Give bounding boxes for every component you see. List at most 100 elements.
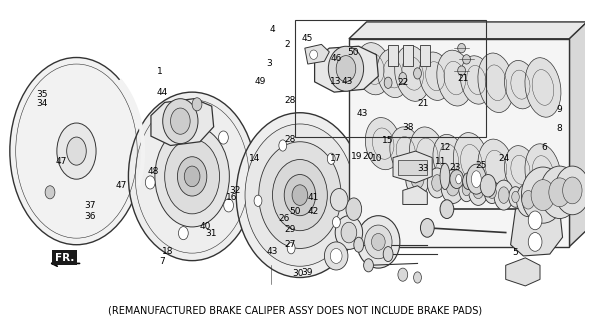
Ellipse shape	[259, 142, 341, 248]
Ellipse shape	[398, 268, 408, 281]
Ellipse shape	[419, 52, 451, 100]
Ellipse shape	[383, 247, 393, 261]
Ellipse shape	[254, 195, 262, 206]
Text: 44: 44	[157, 88, 168, 97]
Text: 12: 12	[440, 143, 452, 152]
Text: 45: 45	[301, 34, 313, 43]
Ellipse shape	[522, 190, 535, 209]
Text: 3: 3	[267, 59, 272, 68]
Text: 4: 4	[269, 25, 275, 34]
Ellipse shape	[284, 174, 316, 216]
Ellipse shape	[525, 144, 561, 203]
Ellipse shape	[431, 175, 443, 191]
Ellipse shape	[512, 191, 519, 203]
Bar	[403, 45, 413, 66]
Polygon shape	[569, 22, 587, 247]
Text: 43: 43	[267, 247, 278, 256]
Ellipse shape	[346, 198, 362, 220]
Text: 15: 15	[382, 136, 394, 146]
Ellipse shape	[357, 216, 400, 268]
Ellipse shape	[363, 259, 374, 272]
Text: 35: 35	[36, 90, 47, 99]
Ellipse shape	[236, 113, 363, 277]
Ellipse shape	[414, 272, 421, 283]
Ellipse shape	[440, 163, 450, 189]
Text: 10: 10	[371, 155, 382, 164]
Ellipse shape	[184, 166, 200, 187]
Ellipse shape	[329, 46, 363, 91]
Ellipse shape	[480, 174, 496, 197]
Ellipse shape	[469, 175, 488, 205]
Ellipse shape	[437, 50, 473, 106]
Ellipse shape	[488, 186, 496, 198]
Text: 28: 28	[284, 96, 296, 105]
Ellipse shape	[145, 176, 155, 189]
Text: 13: 13	[330, 77, 342, 86]
Text: 21: 21	[417, 99, 428, 108]
Text: 46: 46	[330, 54, 342, 63]
Ellipse shape	[494, 180, 514, 210]
Ellipse shape	[333, 217, 340, 228]
Ellipse shape	[463, 172, 475, 189]
Text: 7: 7	[160, 257, 165, 266]
Text: 31: 31	[206, 229, 217, 238]
Polygon shape	[506, 258, 540, 286]
Ellipse shape	[330, 188, 348, 211]
Ellipse shape	[327, 153, 335, 164]
Ellipse shape	[509, 187, 522, 207]
Ellipse shape	[163, 99, 198, 144]
Text: 32: 32	[229, 186, 241, 195]
Ellipse shape	[498, 187, 509, 203]
Ellipse shape	[411, 170, 424, 188]
Ellipse shape	[484, 181, 500, 204]
Text: 47: 47	[116, 181, 128, 190]
Ellipse shape	[336, 56, 356, 82]
Ellipse shape	[472, 171, 481, 188]
Ellipse shape	[563, 177, 582, 204]
Ellipse shape	[330, 248, 342, 263]
Text: 29: 29	[284, 225, 296, 234]
Ellipse shape	[433, 134, 465, 183]
Text: 50: 50	[348, 48, 359, 57]
Polygon shape	[393, 151, 432, 183]
Ellipse shape	[365, 117, 401, 170]
Ellipse shape	[478, 53, 514, 113]
Text: 28: 28	[284, 135, 296, 144]
Text: 11: 11	[434, 157, 446, 166]
Ellipse shape	[377, 49, 409, 98]
Polygon shape	[349, 39, 569, 247]
Ellipse shape	[505, 146, 537, 194]
Text: 49: 49	[255, 77, 267, 86]
Ellipse shape	[390, 127, 421, 175]
Text: FR.: FR.	[55, 253, 74, 263]
Ellipse shape	[440, 200, 454, 219]
Ellipse shape	[460, 56, 492, 104]
Text: 26: 26	[278, 214, 290, 223]
Text: 17: 17	[330, 155, 342, 164]
Bar	[388, 45, 398, 66]
Text: 30: 30	[293, 269, 304, 278]
Ellipse shape	[372, 234, 385, 250]
Ellipse shape	[463, 55, 470, 64]
Text: 34: 34	[36, 99, 47, 108]
Ellipse shape	[453, 132, 489, 192]
Ellipse shape	[457, 44, 466, 53]
Ellipse shape	[177, 157, 207, 196]
Text: 2: 2	[284, 40, 290, 49]
Ellipse shape	[555, 166, 590, 215]
Ellipse shape	[517, 183, 540, 217]
Ellipse shape	[170, 117, 180, 130]
Bar	[398, 160, 427, 174]
Ellipse shape	[466, 164, 486, 194]
Ellipse shape	[473, 182, 483, 199]
Text: 16: 16	[226, 193, 238, 202]
Ellipse shape	[178, 227, 189, 240]
Ellipse shape	[356, 43, 391, 95]
Ellipse shape	[192, 98, 202, 111]
Ellipse shape	[420, 219, 434, 237]
Ellipse shape	[531, 180, 555, 211]
Ellipse shape	[10, 58, 143, 245]
Ellipse shape	[45, 186, 55, 199]
Ellipse shape	[478, 139, 514, 195]
Text: 18: 18	[163, 247, 174, 256]
